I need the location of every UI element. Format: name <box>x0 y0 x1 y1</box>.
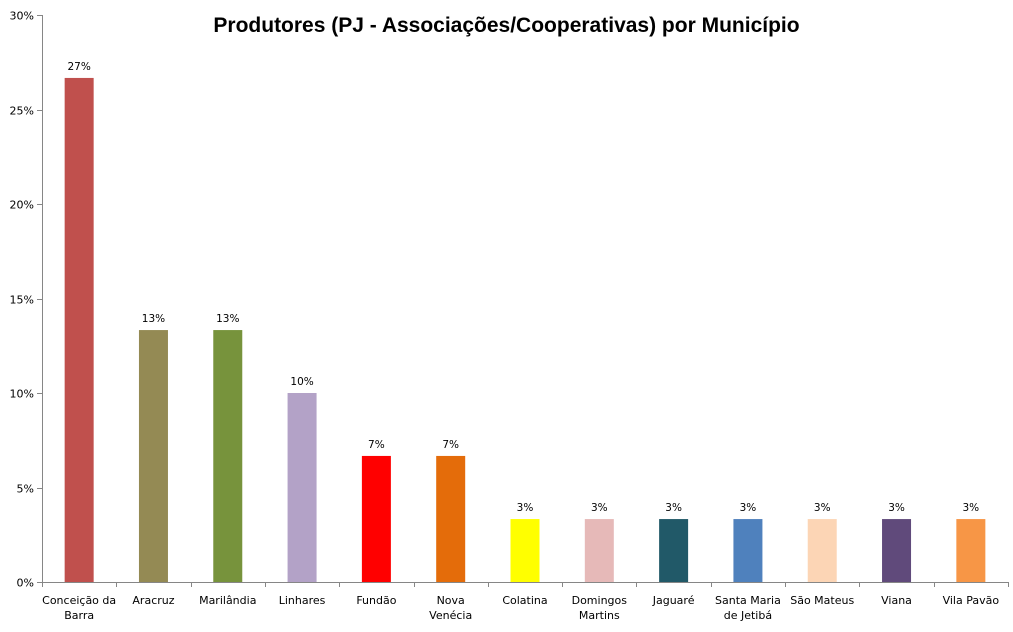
data-label: 3% <box>963 502 980 514</box>
data-label: 3% <box>517 502 534 514</box>
category-label: Nova Venécia <box>429 594 472 622</box>
bar <box>807 519 837 582</box>
category-label: Marilândia <box>199 594 256 607</box>
data-label: 7% <box>368 439 385 451</box>
data-label: 3% <box>814 502 831 514</box>
data-label: 13% <box>142 313 165 325</box>
category-label: Linhares <box>279 594 326 607</box>
category-label: Fundão <box>356 594 396 607</box>
bar <box>213 330 243 582</box>
bar <box>584 519 614 582</box>
data-label: 3% <box>665 502 682 514</box>
bar <box>659 519 689 582</box>
bar <box>733 519 763 582</box>
bar <box>287 393 317 582</box>
category-label: Jaguaré <box>652 594 695 607</box>
bar <box>138 330 168 582</box>
category-label: Vila Pavão <box>943 594 1000 607</box>
bar <box>882 519 912 582</box>
bar <box>361 455 391 582</box>
chart-title: Produtores (PJ - Associações/Cooperativa… <box>213 14 800 37</box>
y-tick-label: 10% <box>10 388 34 401</box>
category-label: Aracruz <box>132 594 174 607</box>
y-tick-label: 15% <box>10 294 34 307</box>
data-label: 3% <box>740 502 757 514</box>
y-tick-label: 30% <box>10 10 34 23</box>
bar <box>956 519 986 582</box>
category-label: São Mateus <box>790 594 854 607</box>
data-label: 3% <box>591 502 608 514</box>
data-label: 13% <box>216 313 239 325</box>
category-label: Domingos Martins <box>572 594 628 622</box>
category-label: Viana <box>881 594 912 607</box>
data-label: 27% <box>67 61 90 73</box>
bar <box>510 519 540 582</box>
category-label: Colatina <box>502 594 547 607</box>
data-label: 7% <box>442 439 459 451</box>
y-tick-label: 20% <box>10 199 34 212</box>
bar <box>64 77 94 582</box>
y-tick-label: 25% <box>10 105 34 118</box>
bar <box>436 455 466 582</box>
y-tick-label: 0% <box>17 577 34 590</box>
y-tick-label: 5% <box>17 483 34 496</box>
data-label: 3% <box>888 502 905 514</box>
category-label: Conceição da Barra <box>42 594 116 622</box>
category-label: Santa Maria de Jetibá <box>715 594 781 622</box>
data-label: 10% <box>290 376 313 388</box>
